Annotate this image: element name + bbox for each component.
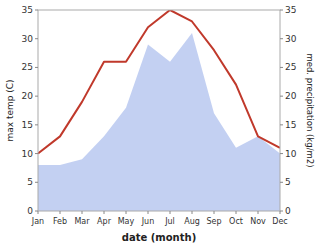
y-tick — [35, 124, 38, 125]
y-tick-label: 0 — [27, 206, 33, 216]
y-tick-label: 15 — [22, 120, 33, 130]
x-tick-label: May — [118, 217, 135, 226]
background — [0, 0, 318, 247]
x-tick-label: Jul — [164, 217, 175, 226]
x-tick-label: Jan — [31, 217, 44, 226]
x-tick-label: Oct — [229, 217, 243, 226]
y2-tick — [280, 182, 283, 183]
precip-area — [38, 33, 280, 211]
x-tick — [258, 211, 259, 214]
chart: 0 5 10 15 20 25 30 35 0 5 10 15 20 25 30 35 Jan Feb Mar Apr… — [0, 0, 318, 247]
x-tick — [192, 211, 193, 214]
plot-area — [38, 10, 280, 211]
x-tick — [104, 211, 105, 214]
x-tick — [170, 211, 171, 214]
x-tick-label: Sep — [206, 217, 221, 226]
y-axis-label: max temp (C) — [5, 79, 15, 141]
y2-tick-label: 30 — [285, 34, 297, 44]
y-tick-label: 25 — [22, 62, 33, 72]
y-tick-label: 35 — [22, 5, 33, 15]
x-tick-label: Jun — [141, 217, 155, 226]
y2-tick — [280, 67, 283, 68]
y2-tick — [280, 96, 283, 97]
y-tick — [35, 38, 38, 39]
y2-tick-label: 10 — [285, 149, 297, 159]
y2-axis-label: med. precipitation (kg/m2) — [305, 53, 315, 167]
x-tick — [280, 211, 281, 214]
y-tick — [35, 153, 38, 154]
y-tick — [35, 182, 38, 183]
y2-tick-label: 25 — [285, 62, 296, 72]
x-tick-label: Mar — [74, 217, 90, 226]
y2-tick-label: 5 — [285, 177, 291, 187]
y2-tick-label: 20 — [285, 91, 297, 101]
x-tick — [148, 211, 149, 214]
y-tick-label: 5 — [27, 177, 33, 187]
y2-tick — [280, 10, 283, 11]
y2-tick-label: 15 — [285, 120, 296, 130]
y-tick — [35, 67, 38, 68]
x-tick-label: Apr — [97, 217, 112, 226]
x-axis-label: date (month) — [122, 232, 196, 243]
y2-tick — [280, 38, 283, 39]
y-tick-label: 30 — [22, 34, 34, 44]
x-tick — [60, 211, 61, 214]
plot-frame — [38, 10, 280, 211]
x-tick-label: Dec — [272, 217, 287, 226]
y2-tick-label: 35 — [285, 5, 296, 15]
y-tick-label: 10 — [22, 149, 34, 159]
y2-tick-label: 0 — [285, 206, 291, 216]
y-tick — [35, 10, 38, 11]
x-tick-label: Feb — [53, 217, 67, 226]
x-tick — [126, 211, 127, 214]
y-tick — [35, 96, 38, 97]
y2-tick — [280, 124, 283, 125]
x-tick — [38, 211, 39, 214]
y2-tick — [280, 153, 283, 154]
x-tick — [82, 211, 83, 214]
y-tick-label: 20 — [22, 91, 34, 101]
x-tick-label: Nov — [250, 217, 266, 226]
x-tick-label: Aug — [184, 217, 200, 226]
x-tick — [214, 211, 215, 214]
x-tick — [236, 211, 237, 214]
temp-line — [38, 10, 280, 154]
